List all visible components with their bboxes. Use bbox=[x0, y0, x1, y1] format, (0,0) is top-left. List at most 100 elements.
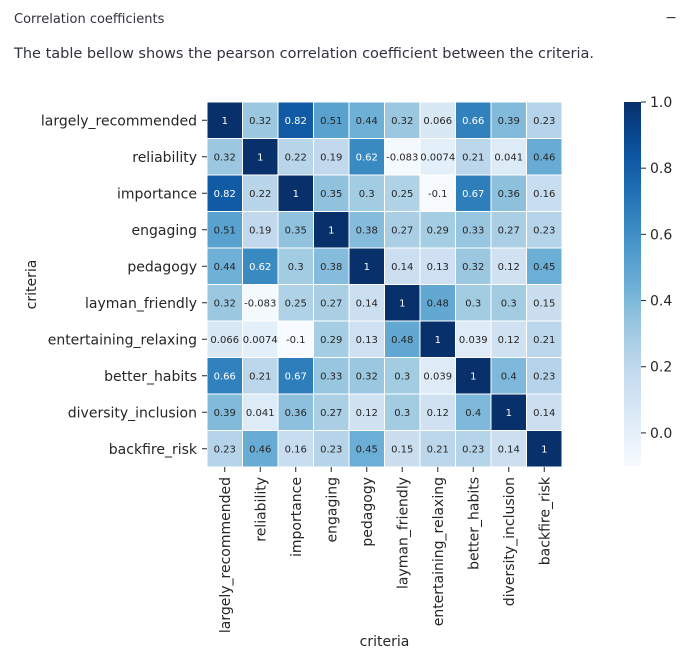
heatmap-cell bbox=[419, 101, 456, 139]
cell-value-label: 0.3 bbox=[394, 371, 410, 382]
cell-value-label: 0.3 bbox=[394, 408, 410, 419]
cell-value-label: 0.32 bbox=[249, 116, 271, 127]
heatmap-cell bbox=[526, 247, 563, 285]
cell-value-label: 0.22 bbox=[285, 152, 307, 163]
colorbar bbox=[624, 102, 641, 466]
cell-value-label: 0.14 bbox=[391, 262, 413, 273]
cell-value-label: 0.3 bbox=[465, 298, 481, 309]
cell-value-label: 0.14 bbox=[498, 444, 520, 455]
cell-value-label: 0.48 bbox=[391, 335, 413, 346]
x-tick-label: engaging bbox=[324, 477, 340, 543]
cell-value-label: 0.16 bbox=[285, 444, 307, 455]
heatmap-cell bbox=[313, 211, 350, 249]
cell-value-label: 0.23 bbox=[462, 444, 484, 455]
y-tick-label: importance bbox=[117, 186, 197, 202]
cell-value-label: 0.51 bbox=[320, 116, 342, 127]
heatmap-cell bbox=[277, 393, 314, 431]
heatmap-cell bbox=[384, 284, 421, 322]
expander-header[interactable]: Correlation coefficients − bbox=[14, 10, 679, 32]
cell-value-label: 0.33 bbox=[320, 371, 342, 382]
cell-value-label: 0.12 bbox=[498, 262, 520, 273]
heatmap-cell bbox=[490, 247, 527, 285]
heatmap-cell bbox=[313, 247, 350, 285]
heatmap-cell bbox=[348, 357, 385, 395]
cell-value-label: 0.4 bbox=[465, 408, 481, 419]
cell-value-label: 0.19 bbox=[249, 225, 271, 236]
heatmap-cell bbox=[313, 174, 350, 212]
cell-value-label: 0.12 bbox=[356, 408, 378, 419]
y-tick-label: pedagogy bbox=[127, 259, 197, 275]
colorbar-tick-label: 1.0 bbox=[650, 95, 672, 111]
x-tick-label: reliability bbox=[253, 477, 269, 542]
cell-value-label: 0.39 bbox=[214, 408, 236, 419]
colorbar-tick-label: 0.4 bbox=[650, 294, 672, 310]
cell-value-label: 0.32 bbox=[391, 116, 413, 127]
heatmap-cell bbox=[526, 138, 563, 176]
heatmap-cell bbox=[490, 284, 527, 322]
heatmap-cell bbox=[384, 247, 421, 285]
heatmap-cell bbox=[348, 320, 385, 358]
cell-value-label: 0.25 bbox=[285, 298, 307, 309]
x-axis-label: criteria bbox=[360, 634, 410, 650]
cell-value-label: 1 bbox=[257, 152, 263, 163]
cell-value-label: 0.13 bbox=[427, 262, 449, 273]
cell-value-label: 0.12 bbox=[498, 335, 520, 346]
cell-value-label: 1 bbox=[222, 116, 228, 127]
cell-value-label: 0.36 bbox=[498, 189, 520, 200]
y-tick-label: reliability bbox=[132, 150, 197, 166]
heatmap-cell bbox=[348, 284, 385, 322]
cell-value-label: 0.3 bbox=[359, 189, 375, 200]
x-tick-label: entertaining_relaxing bbox=[431, 477, 447, 626]
heatmap-cell bbox=[490, 430, 527, 468]
cell-value-label: 0.15 bbox=[391, 444, 413, 455]
cell-value-label: 0.23 bbox=[533, 116, 555, 127]
cell-value-label: 0.23 bbox=[320, 444, 342, 455]
cell-value-label: 0.3 bbox=[501, 298, 517, 309]
cell-value-label: 0.27 bbox=[320, 298, 342, 309]
heatmap-cell bbox=[384, 430, 421, 468]
cell-value-label: 0.36 bbox=[285, 408, 307, 419]
cell-value-label: 0.4 bbox=[501, 371, 517, 382]
cell-value-label: -0.083 bbox=[386, 152, 418, 163]
heatmap-cell bbox=[348, 138, 385, 176]
heatmap-cell bbox=[526, 211, 563, 249]
heatmap-cell bbox=[277, 430, 314, 468]
heatmap-cell bbox=[384, 174, 421, 212]
cell-value-label: 0.21 bbox=[249, 371, 271, 382]
heatmap-cell bbox=[277, 320, 314, 358]
cell-value-label: 0.0074 bbox=[243, 335, 278, 346]
cell-value-label: 0.15 bbox=[533, 298, 555, 309]
cell-value-label: 1 bbox=[293, 189, 299, 200]
heatmap-cell bbox=[526, 393, 563, 431]
heatmap-cell bbox=[206, 393, 243, 431]
cell-value-label: 0.82 bbox=[214, 189, 236, 200]
colorbar-tick-label: 0.0 bbox=[650, 426, 672, 442]
heatmap-cell bbox=[490, 138, 527, 176]
x-tick-label: layman_friendly bbox=[395, 477, 411, 589]
cell-value-label: 0.32 bbox=[462, 262, 484, 273]
cell-value-label: 0.66 bbox=[462, 116, 484, 127]
heatmap-cell bbox=[455, 393, 492, 431]
heatmap-cell bbox=[242, 357, 279, 395]
heatmap-cell bbox=[384, 138, 421, 176]
collapse-icon[interactable]: − bbox=[665, 10, 677, 26]
cell-value-label: 1 bbox=[435, 335, 441, 346]
cell-value-label: 0.45 bbox=[356, 444, 378, 455]
cell-value-label: 0.29 bbox=[427, 225, 449, 236]
heatmap-cell bbox=[206, 101, 243, 139]
cell-value-label: 0.67 bbox=[462, 189, 484, 200]
cell-value-label: 0.14 bbox=[356, 298, 378, 309]
heatmap-cell bbox=[384, 357, 421, 395]
heatmap-cell bbox=[490, 101, 527, 139]
heatmap-cell bbox=[348, 430, 385, 468]
cell-value-label: 1 bbox=[541, 444, 547, 455]
cell-value-label: 0.62 bbox=[356, 152, 378, 163]
cell-value-label: 0.32 bbox=[214, 298, 236, 309]
x-tick-label: diversity_inclusion bbox=[502, 477, 518, 606]
cell-value-label: 0.48 bbox=[427, 298, 449, 309]
cell-value-label: 0.46 bbox=[249, 444, 271, 455]
colorbar-tick-label: 0.6 bbox=[650, 227, 672, 243]
cell-value-label: 0.35 bbox=[285, 225, 307, 236]
cell-value-label: 1 bbox=[364, 262, 370, 273]
